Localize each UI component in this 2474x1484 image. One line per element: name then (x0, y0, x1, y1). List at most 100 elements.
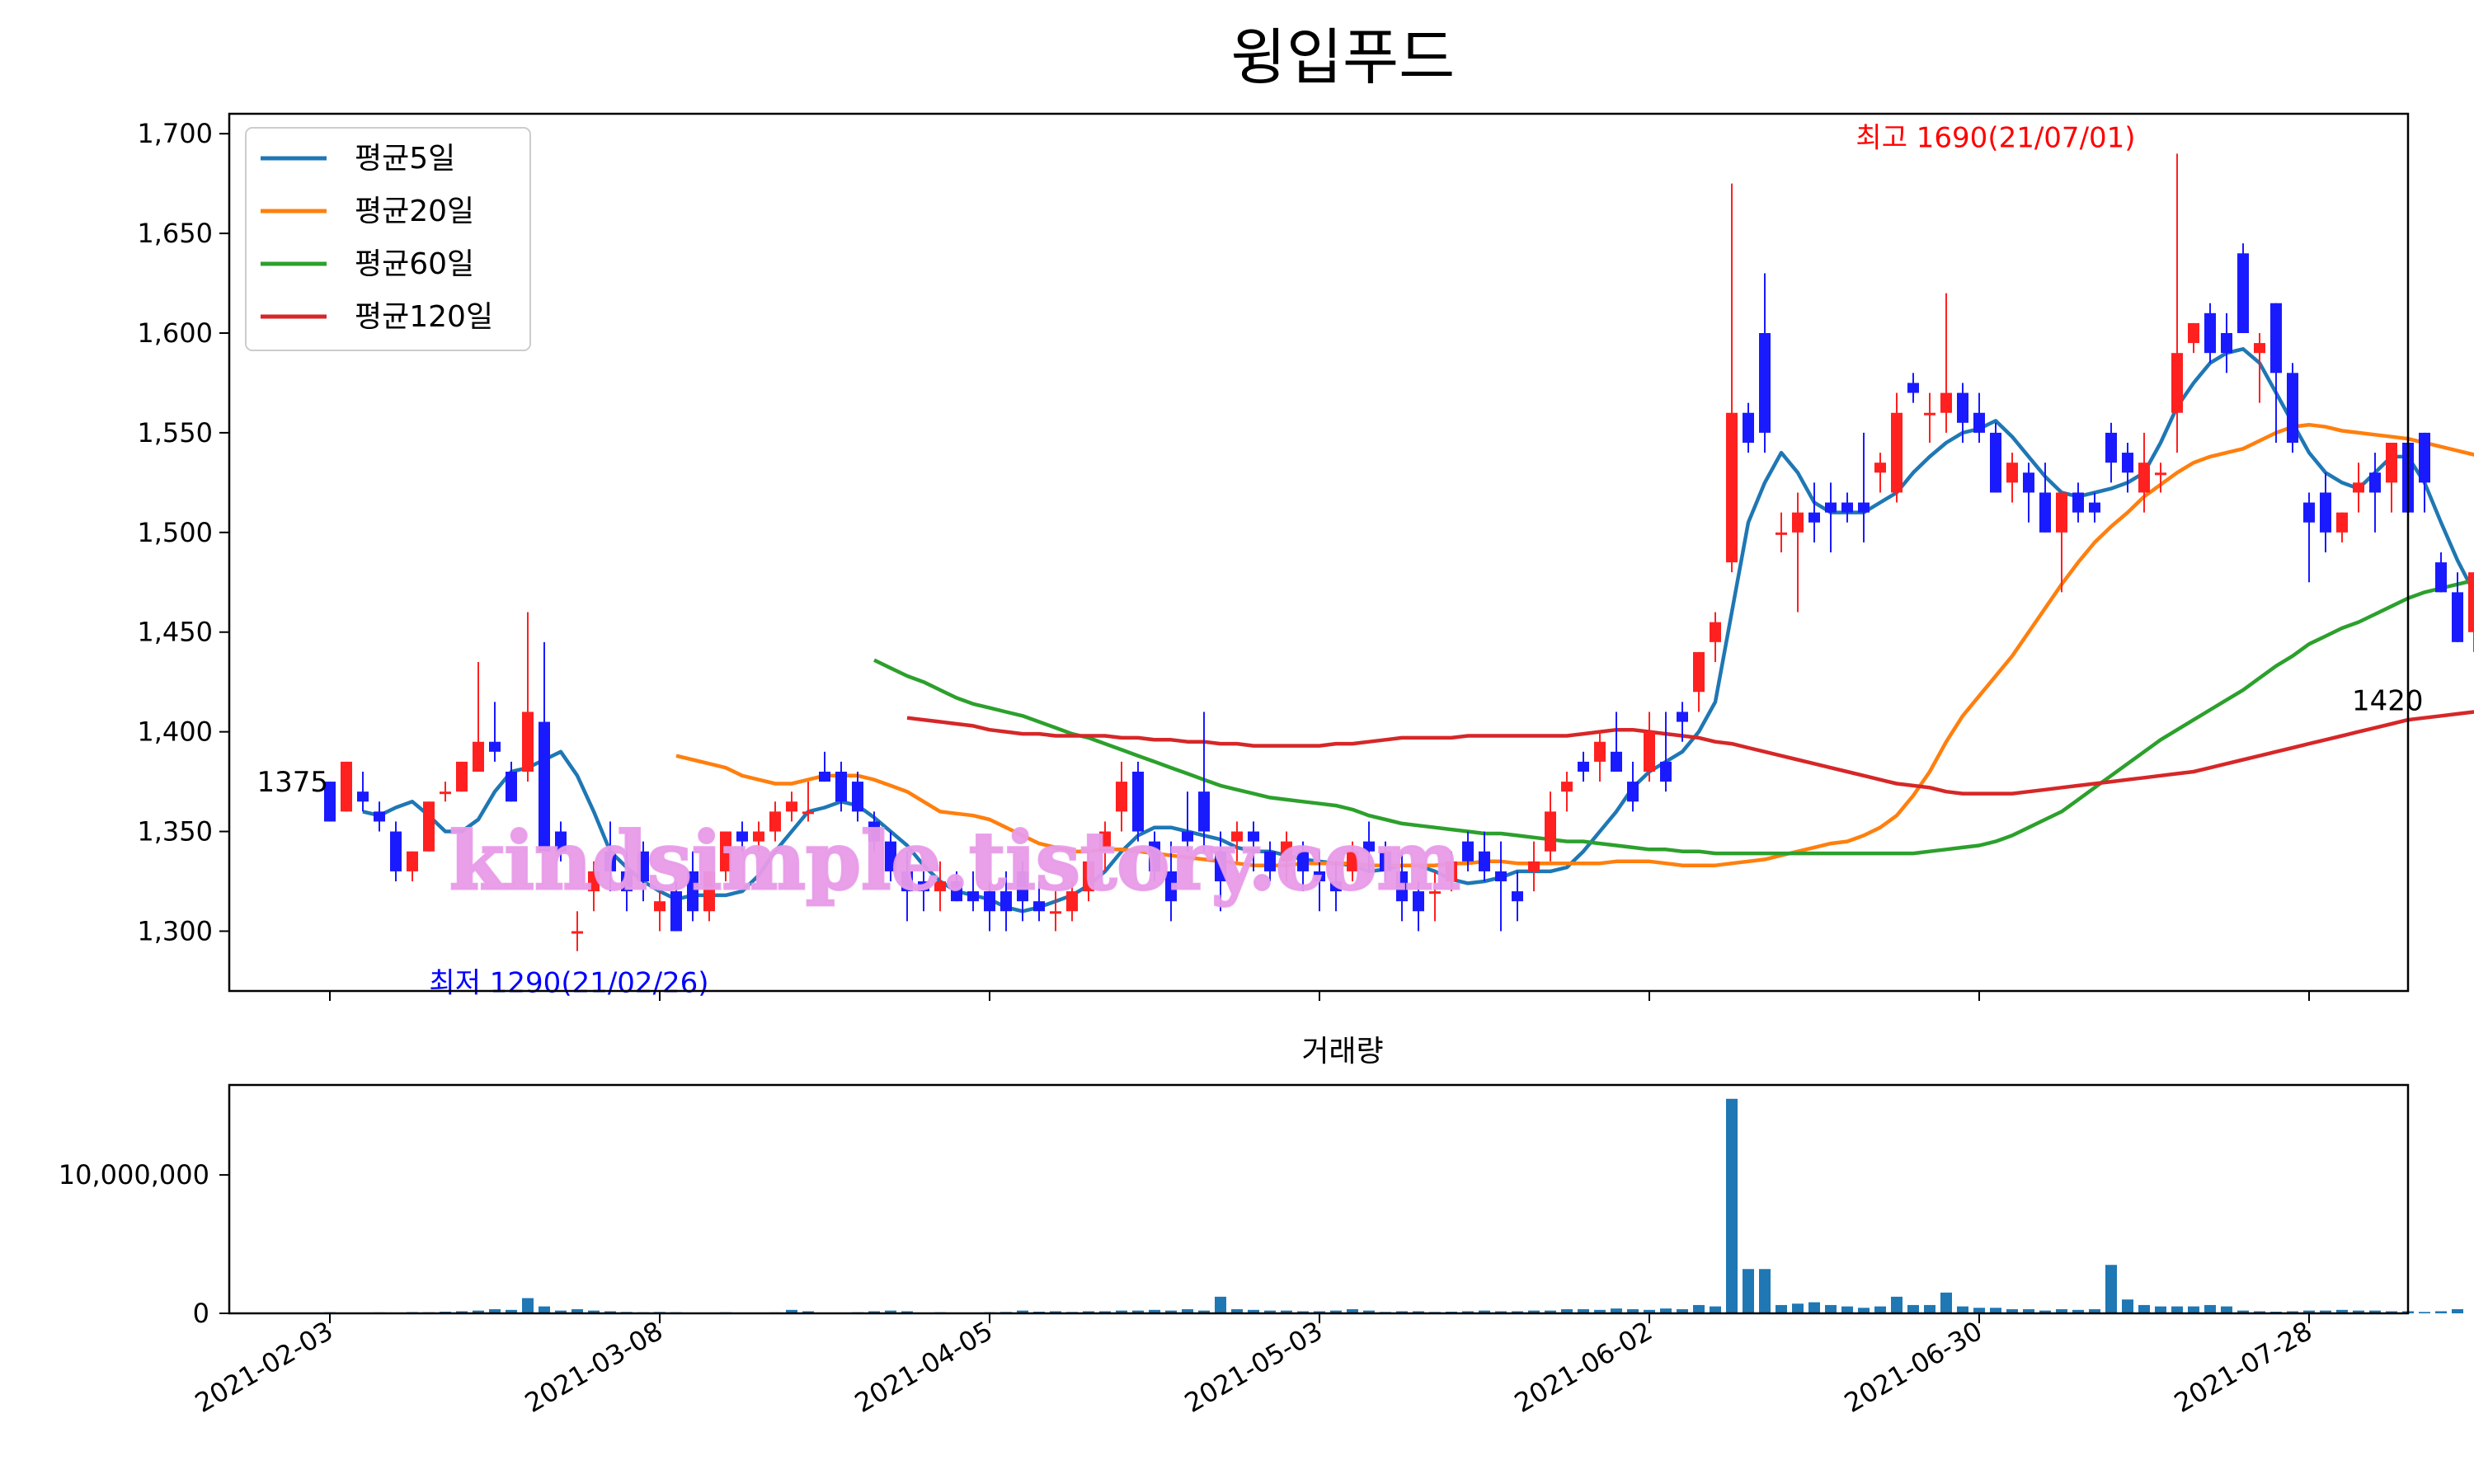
price-y-tick-label: 1,500 (137, 517, 213, 548)
first-close-label: 1375 (256, 766, 328, 799)
volume-bar (2452, 1308, 2463, 1313)
volume-bar (2204, 1304, 2216, 1313)
x-tick-label: 2021-07-28 (2169, 1315, 2317, 1419)
candle-body (1281, 841, 1292, 862)
volume-bar (1182, 1308, 1193, 1313)
candle-body (1099, 831, 1111, 852)
volume-bar (2435, 1311, 2447, 1313)
volume-bar (1660, 1308, 1672, 1313)
volume-bar (2237, 1310, 2249, 1313)
volume-bar (555, 1310, 567, 1313)
volume-bar (1017, 1310, 1028, 1313)
last-close-label: 1420 (2352, 684, 2424, 717)
volume-axes: 0 10,000,000 (59, 1159, 2310, 1329)
legend-label: 평균120일 (355, 300, 493, 334)
volume-bar (2039, 1310, 2051, 1313)
candle-body (506, 772, 517, 802)
candle-body (1231, 831, 1243, 842)
candle-body (1066, 891, 1078, 912)
volume-bar (1990, 1308, 2001, 1313)
volume-bar (1198, 1310, 1210, 1313)
volume-bar (1957, 1306, 1968, 1313)
volume-bar (2336, 1309, 2348, 1313)
candle-body (1726, 412, 1738, 563)
volume-bar (2320, 1310, 2331, 1313)
candle-body (522, 711, 534, 772)
candle-body (1000, 891, 1012, 912)
candle-body (1215, 851, 1226, 881)
candle-body (1990, 432, 2001, 493)
candle-body (571, 931, 583, 934)
volume-bar (1297, 1311, 1309, 1313)
candle-body (1891, 412, 1903, 493)
candle-body (1050, 911, 1061, 914)
candle-body (901, 871, 913, 892)
candle-body (1776, 532, 1787, 535)
candle-body (2039, 492, 2051, 533)
candle-body (1380, 851, 1391, 871)
x-tick-label: 2021-06-30 (1839, 1315, 1987, 1419)
candle-body (1017, 871, 1028, 902)
volume-bar (2419, 1312, 2430, 1313)
candle-body (1396, 871, 1408, 902)
volume-bar (1874, 1306, 1886, 1313)
candle-body (1743, 412, 1754, 443)
price-annotations: 최고 1690(21/07/01) 최저 1290(21/02/26) 1375… (256, 121, 2423, 999)
candle-body (951, 881, 962, 902)
candle-body (456, 761, 468, 792)
chart-title: 윙입푸드 (1230, 22, 1455, 93)
candle-body (407, 851, 418, 871)
volume-bar (1792, 1303, 1804, 1313)
candle-body (835, 772, 847, 802)
candle-body (2006, 463, 2018, 483)
candle-body (1446, 861, 1457, 881)
candle-body (473, 741, 484, 772)
candle-body (885, 841, 896, 871)
volume-bar (2122, 1299, 2133, 1313)
candle-body (1924, 412, 1935, 416)
volume-bar (2155, 1306, 2166, 1313)
volume-bar (1330, 1310, 1342, 1313)
candle-body (604, 851, 616, 871)
candle-body (1182, 831, 1193, 842)
candle-body (1907, 383, 1919, 393)
price-y-tick-label: 1,350 (137, 816, 213, 848)
volume-bar (2006, 1308, 2018, 1313)
volume-bar (1165, 1310, 1177, 1313)
volume-bar (1099, 1311, 1111, 1313)
candle-body (852, 782, 863, 812)
candle-body (2303, 502, 2315, 523)
volume-bar (2303, 1310, 2315, 1313)
candle-body (1594, 741, 1606, 762)
candle-body (637, 851, 649, 881)
candle-body (1644, 731, 1655, 772)
volume-bar (2353, 1310, 2364, 1313)
candle-body (2468, 572, 2474, 632)
candle-body (1611, 751, 1622, 772)
volume-bar (1825, 1304, 1837, 1313)
volume-bar (1759, 1269, 1771, 1313)
volume-bar (1116, 1310, 1127, 1313)
volume-bar (1726, 1098, 1738, 1313)
candle-body (1528, 861, 1540, 871)
candle-body (1808, 512, 1820, 523)
candle-body (2353, 482, 2364, 493)
low-annotation: 최저 1290(21/02/26) (429, 967, 708, 1000)
candle-body (1693, 651, 1705, 693)
volume-bar (473, 1310, 484, 1313)
volume-bar (2386, 1311, 2397, 1313)
candle-body (2155, 472, 2166, 476)
volume-bar (1677, 1308, 1688, 1313)
volume-bar (604, 1311, 616, 1313)
candle-body (1841, 502, 1853, 513)
candle-body (1033, 901, 1045, 912)
volume-bar (802, 1311, 814, 1313)
volume-bar (2105, 1265, 2117, 1313)
volume-bar (1314, 1311, 1325, 1313)
candle-body (2386, 443, 2397, 483)
candle-body (687, 871, 698, 912)
volume-y-tick-label: 0 (193, 1298, 209, 1329)
volume-bar (1363, 1310, 1375, 1313)
volume-bar (1907, 1304, 1919, 1313)
